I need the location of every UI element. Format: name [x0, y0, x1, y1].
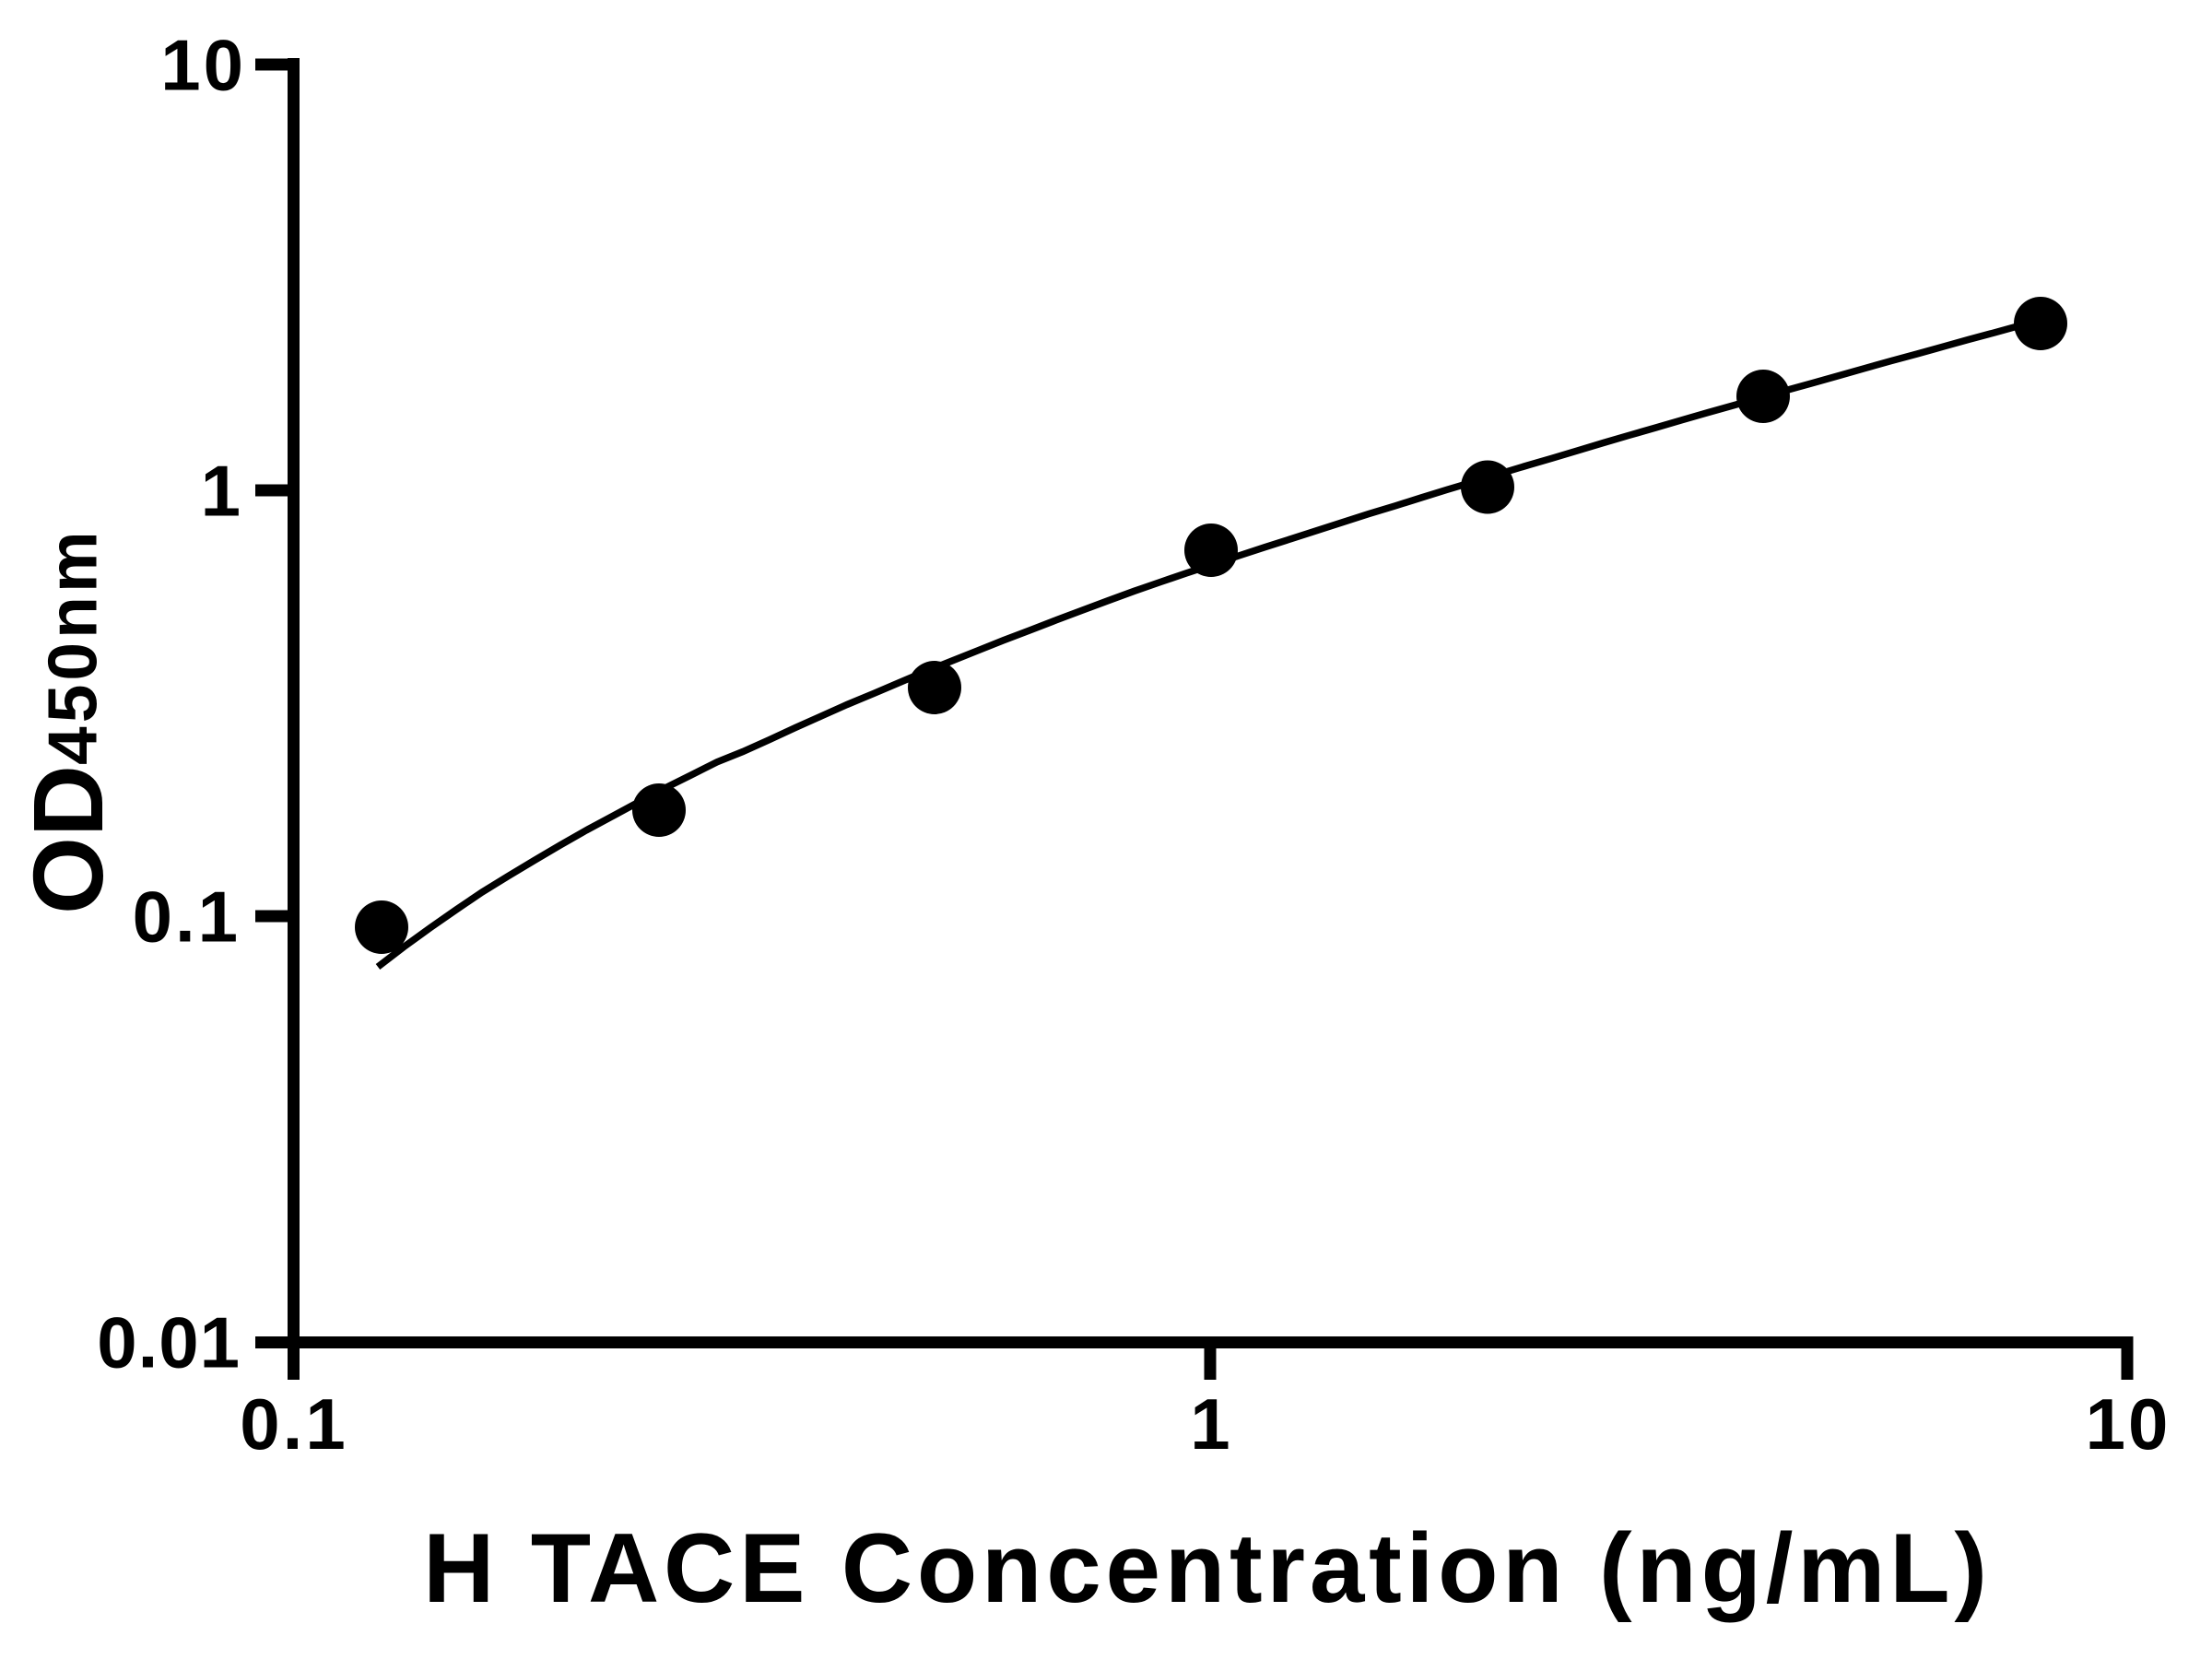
svg-text:10: 10 [160, 24, 246, 105]
svg-text:0.1: 0.1 [240, 1383, 347, 1465]
svg-text:H TACE Concentration (ng/mL): H TACE Concentration (ng/mL) [423, 1512, 1992, 1623]
svg-text:1: 1 [201, 450, 241, 531]
svg-text:0.01: 0.01 [97, 1301, 241, 1382]
svg-text:0.1: 0.1 [133, 876, 241, 957]
svg-text:1: 1 [1190, 1383, 1230, 1465]
svg-text:10: 10 [2086, 1383, 2171, 1465]
